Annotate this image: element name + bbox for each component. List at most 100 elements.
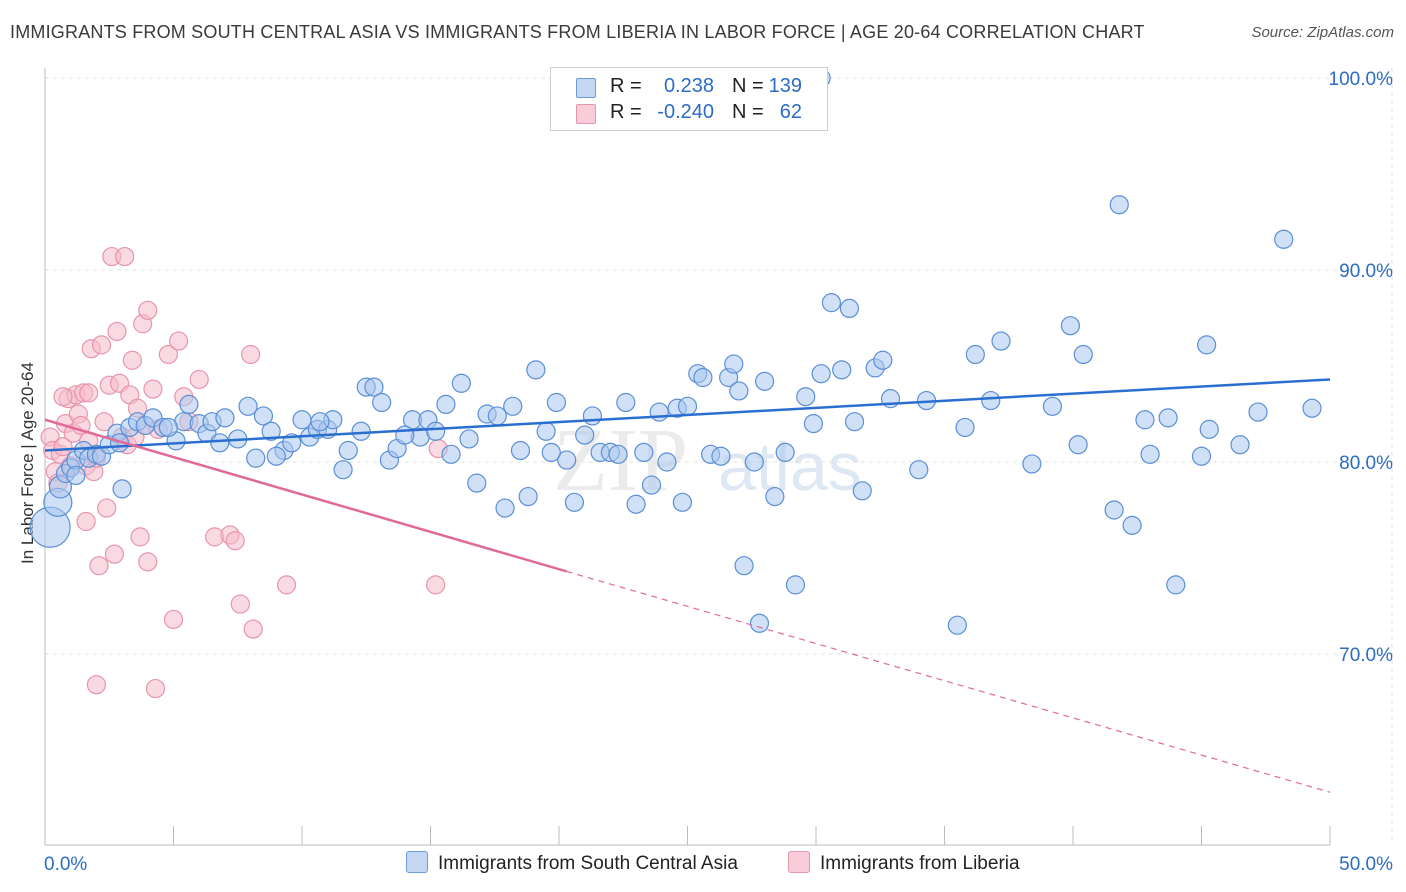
- south-central-asia-point: [1166, 575, 1186, 595]
- south-central-asia-point: [441, 444, 461, 464]
- south-central-asia-point: [1073, 344, 1093, 365]
- legend-n-value: 62: [779, 101, 802, 123]
- south-central-asia-point: [364, 377, 384, 397]
- south-central-asia-point: [179, 394, 199, 414]
- liberia-point: [53, 387, 73, 407]
- south-central-asia-point: [649, 402, 669, 422]
- south-central-asia-point: [215, 408, 235, 428]
- liberia-point: [163, 609, 184, 630]
- trend-lines: [44, 378, 1331, 793]
- south-central-asia-point: [811, 364, 831, 384]
- legend-row-pink: R = -0.240 N = 62: [551, 101, 827, 127]
- y-tick-label: 100.0%: [1329, 69, 1394, 90]
- liberia-point: [138, 300, 158, 320]
- south-central-asia-point: [744, 452, 764, 472]
- legend-r-label: R =: [610, 75, 642, 97]
- liberia-point: [189, 369, 209, 390]
- liberia-point: [169, 331, 189, 351]
- blue-trend-line: [44, 378, 1331, 452]
- legend-n-label: N =: [732, 101, 764, 123]
- liberia-point: [94, 412, 114, 432]
- south-central-asia-point: [1158, 408, 1178, 428]
- bottom-legend-pink: Immigrants from Liberia: [788, 851, 1020, 875]
- south-central-asia-point: [467, 473, 487, 493]
- south-central-asia-point: [608, 444, 628, 464]
- bottom-legend-pink-label: Immigrants from Liberia: [820, 853, 1020, 874]
- liberia-point: [104, 544, 124, 564]
- legend-n-value: 139: [768, 75, 802, 97]
- south-central-asia-point: [626, 494, 646, 514]
- south-central-asia-point: [634, 442, 654, 462]
- south-central-asia-point: [754, 371, 775, 391]
- south-central-asia-point: [852, 481, 872, 501]
- south-central-asia-point: [66, 465, 86, 486]
- x-tick-label-min: 0.0%: [44, 854, 87, 875]
- south-central-asia-point: [1140, 444, 1160, 464]
- liberia-point: [145, 678, 166, 699]
- south-central-asia-point: [487, 406, 507, 426]
- south-central-asia-point: [1122, 515, 1142, 535]
- south-central-asia-point: [839, 298, 860, 318]
- bottom-legend-blue-label: Immigrants from South Central Asia: [438, 853, 738, 874]
- legend-r-value: -0.240: [657, 101, 714, 123]
- pink-trend-extension: [566, 570, 1331, 793]
- south-central-asia-point: [564, 492, 585, 512]
- south-central-asia-point: [266, 446, 286, 466]
- legend-swatch-pink: [576, 104, 596, 124]
- liberia-point: [230, 594, 250, 614]
- south-central-asia-point: [1104, 500, 1124, 520]
- bottom-legend-pink-swatch: [788, 851, 810, 873]
- liberia-points: [40, 246, 448, 699]
- south-central-asia-point: [518, 486, 538, 507]
- liberia-point: [122, 350, 142, 370]
- legend-r-value: 0.238: [663, 75, 714, 97]
- south-central-asia-point: [510, 440, 531, 461]
- x-tick-label-max: 50.0%: [1339, 854, 1393, 875]
- south-central-asia-point: [616, 392, 636, 413]
- legend-r-label: R =: [610, 101, 642, 123]
- south-central-asia-point: [711, 446, 731, 466]
- south-central-asia-point: [112, 479, 132, 499]
- south-central-asia-point: [333, 460, 353, 480]
- south-central-asia-point: [1248, 402, 1268, 422]
- south-central-asia-point: [909, 460, 929, 480]
- south-central-asia-point: [536, 421, 556, 441]
- south-central-asia-point: [844, 412, 865, 432]
- south-central-asia-point: [775, 442, 795, 462]
- south-central-asia-point: [729, 381, 749, 401]
- tick-labels: 70.0% 80.0% 90.0% 100.0% 0.0% 50.0%: [44, 69, 1393, 875]
- south-central-asia-point: [292, 410, 312, 430]
- svg-text:atlas: atlas: [718, 429, 862, 505]
- south-central-asia-point: [526, 360, 546, 380]
- south-central-asia-point: [1060, 316, 1081, 336]
- south-central-asia-point: [991, 331, 1011, 351]
- south-central-asia-point: [372, 392, 392, 413]
- south-central-asia-point: [724, 354, 744, 374]
- liberia-point: [115, 246, 135, 267]
- south-central-asia-point: [546, 392, 567, 413]
- bottom-legend-blue-swatch: [406, 851, 428, 873]
- south-central-asia-point: [426, 421, 446, 441]
- south-central-asia-point: [451, 373, 471, 393]
- south-central-asia-point: [965, 344, 985, 365]
- south-central-asia-point: [582, 406, 603, 426]
- south-central-asia-points: [29, 68, 1322, 635]
- south-central-asia-point: [503, 396, 523, 416]
- liberia-point: [143, 379, 163, 399]
- liberia-point: [241, 344, 261, 365]
- liberia-point: [76, 511, 96, 532]
- south-central-asia-point: [821, 293, 842, 313]
- south-central-asia-point: [1274, 229, 1294, 249]
- south-central-asia-point: [1135, 410, 1155, 430]
- south-central-asia-point: [495, 498, 515, 518]
- south-central-asia-point: [459, 429, 479, 449]
- y-tick-label: 70.0%: [1339, 645, 1393, 666]
- south-central-asia-point: [832, 360, 852, 380]
- south-central-asia-point: [338, 440, 358, 461]
- south-central-asia-point: [238, 396, 258, 416]
- south-central-asia-point: [873, 350, 893, 370]
- south-central-asia-point: [1068, 435, 1088, 455]
- liberia-point: [53, 437, 73, 457]
- legend-swatch-blue: [576, 78, 596, 98]
- south-central-asia-point: [436, 394, 456, 414]
